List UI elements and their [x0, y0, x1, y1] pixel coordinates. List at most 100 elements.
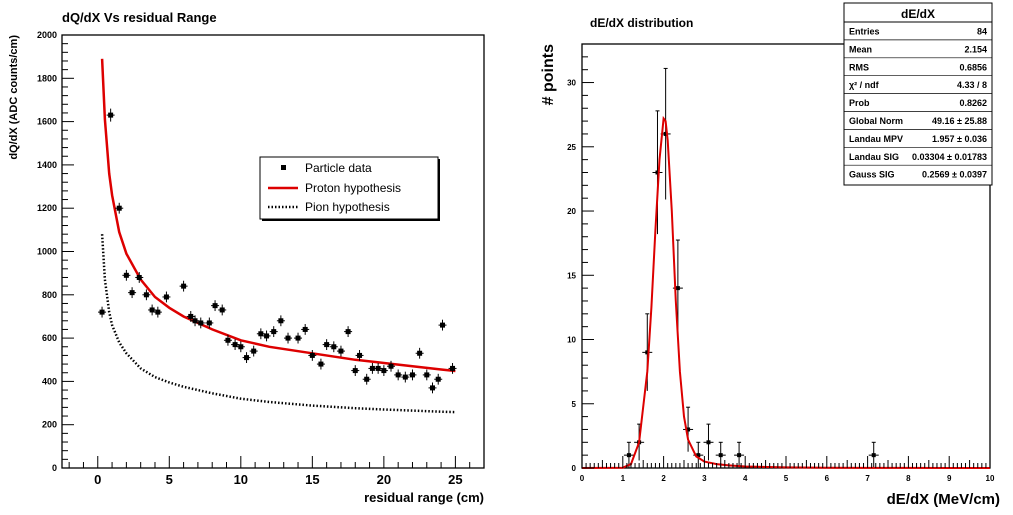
point-marker — [278, 318, 284, 324]
stats-row: RMS 0.6856 — [844, 62, 992, 77]
point-marker — [352, 368, 358, 374]
bin-marker — [675, 286, 680, 291]
y-tick-label: 600 — [42, 333, 57, 343]
point-marker — [163, 294, 169, 300]
stats-label: Landau MPV — [849, 134, 903, 144]
y-tick-label: 1800 — [37, 73, 57, 83]
point-marker — [181, 283, 187, 289]
data-point — [428, 382, 437, 394]
point-marker — [381, 368, 387, 374]
y-tick-label: 20 — [567, 207, 576, 216]
x-tick-label: 20 — [377, 472, 391, 487]
histogram-bin — [652, 110, 663, 235]
point-marker — [212, 303, 218, 309]
x-tick-label: 7 — [865, 474, 870, 483]
point-marker — [264, 333, 270, 339]
data-point — [434, 373, 443, 385]
x-tick-label: 0 — [94, 472, 101, 487]
bin-marker — [706, 440, 711, 445]
data-point — [329, 341, 338, 353]
stats-label: χ² / ndf — [849, 80, 880, 90]
data-point — [135, 272, 144, 283]
point-marker — [271, 329, 277, 335]
point-marker — [116, 205, 122, 211]
dedx-chart: dE/dX distribution 0 1 2 3 4 5 6 7 8 9 10 0 5 10 15 20… — [540, 2, 1000, 508]
data-point — [448, 362, 457, 374]
stats-row: Landau MPV 1.957 ± 0.036 — [844, 134, 992, 148]
landau-gauss-fit-curve — [581, 115, 990, 469]
data-point — [218, 304, 227, 316]
chart1-curves — [100, 58, 456, 414]
data-point — [211, 300, 220, 312]
data-point — [98, 306, 107, 318]
data-point — [179, 280, 188, 292]
stats-value: 2.154 — [964, 44, 987, 54]
point-marker — [440, 322, 446, 328]
stats-row: Gauss SIG 0.2569 ± 0.0397 — [849, 170, 987, 180]
y-tick-label: 1600 — [37, 117, 57, 127]
bin-marker — [626, 453, 631, 458]
point-marker — [430, 385, 436, 391]
data-point — [415, 347, 424, 359]
bin-marker — [655, 170, 660, 175]
stats-box-rows: Entries 84 Mean 2.154 RMS 0.6856 χ² / ndf 4.33 … — [844, 27, 992, 180]
point-marker — [219, 307, 225, 313]
y-tick-label: 800 — [42, 290, 57, 300]
y-tick-label: 0 — [572, 464, 577, 473]
stats-value: 1.957 ± 0.036 — [932, 134, 987, 144]
point-marker — [450, 365, 456, 371]
data-point — [249, 345, 258, 357]
data-point — [122, 269, 131, 281]
point-marker — [225, 337, 231, 343]
point-marker — [206, 320, 212, 326]
x-tick-label: 5 — [784, 474, 789, 483]
stats-label: Entries — [849, 27, 880, 37]
stats-value: 49.16 ± 25.88 — [932, 116, 987, 126]
data-point — [162, 291, 171, 303]
data-point — [351, 365, 360, 376]
legend-marker-particle-data — [281, 165, 286, 170]
data-point — [223, 334, 232, 346]
legend-label-pion: Pion hypothesis — [305, 200, 390, 214]
bin-marker — [696, 453, 701, 458]
stats-row: Mean 2.154 — [844, 44, 992, 59]
stats-value: 4.33 / 8 — [957, 80, 987, 90]
y-tick-label: 10 — [567, 336, 576, 345]
stats-label: Gauss SIG — [849, 170, 895, 180]
point-marker — [188, 313, 194, 319]
data-point — [322, 339, 331, 351]
data-point — [408, 369, 417, 381]
data-point — [262, 330, 271, 342]
data-point — [355, 350, 364, 361]
point-marker — [302, 326, 308, 332]
point-marker — [345, 329, 351, 335]
histogram-bin — [683, 406, 694, 452]
point-marker — [318, 361, 324, 367]
stats-row: Entries 84 — [844, 27, 992, 41]
bin-marker — [645, 350, 650, 355]
point-marker — [251, 348, 257, 354]
x-tick-label: 0 — [580, 474, 585, 483]
point-marker — [232, 342, 238, 348]
point-marker — [155, 309, 161, 315]
data-point — [153, 306, 162, 318]
data-point — [269, 326, 278, 338]
point-marker — [338, 348, 344, 354]
stats-box-title: dE/dX — [901, 7, 935, 21]
stats-value: 0.03304 ± 0.01783 — [912, 152, 987, 162]
data-point — [301, 324, 310, 335]
data-point — [191, 315, 200, 327]
data-point — [362, 373, 371, 385]
chart1-title: dQ/dX Vs residual Range — [62, 10, 217, 25]
data-point — [336, 345, 345, 357]
point-marker — [192, 318, 198, 324]
bin-marker — [686, 427, 691, 432]
stats-value: 84 — [977, 27, 987, 37]
data-point — [148, 304, 157, 316]
point-marker — [331, 344, 337, 350]
histogram-bin — [703, 423, 714, 461]
data-point — [374, 362, 383, 374]
point-marker — [198, 320, 204, 326]
histogram-bin — [734, 441, 745, 468]
point-marker — [123, 272, 129, 278]
